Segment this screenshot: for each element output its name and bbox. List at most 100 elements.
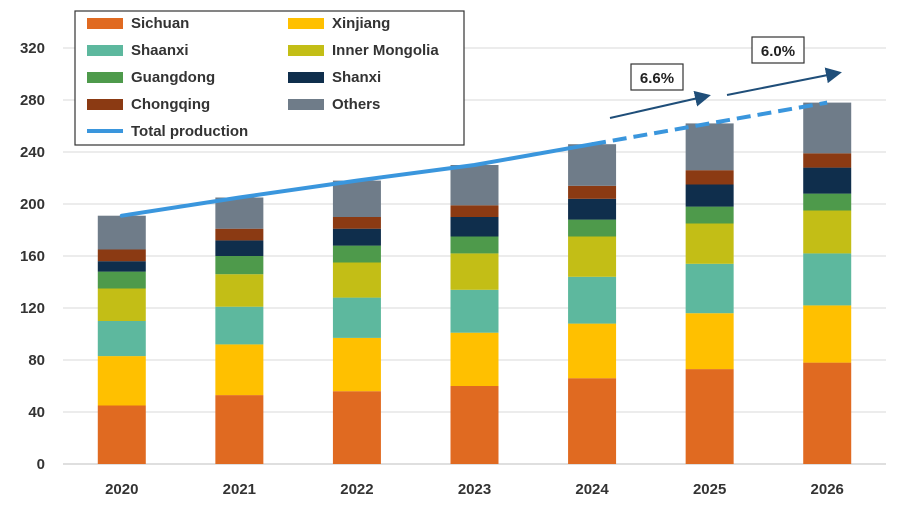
bar-segment-sichuan: [685, 369, 734, 464]
bar-segment-inner-mongolia: [803, 210, 852, 254]
bar-segment-shanxi: [568, 198, 617, 220]
legend-box: [74, 10, 465, 146]
bar-segment-inner-mongolia: [450, 253, 499, 290]
legend-label: Chongqing: [131, 96, 210, 113]
bar-segment-chongqing: [215, 228, 264, 241]
growth-rate-label: 6.6%: [640, 70, 674, 87]
y-tick-label: 0: [37, 456, 45, 473]
legend-swatch-xinjiang: [288, 18, 324, 29]
bar-segment-chongqing: [332, 217, 381, 229]
legend-swatch-sichuan: [87, 18, 123, 29]
legend-label: Shanxi: [332, 69, 381, 86]
bar-segment-shaanxi: [450, 289, 499, 333]
bar-segment-shaanxi: [685, 263, 734, 314]
legend-label: Shaanxi: [131, 42, 189, 59]
bar-segment-xinjiang: [803, 305, 852, 363]
bar-segment-others: [215, 197, 264, 229]
bar-segment-others: [97, 215, 146, 250]
y-tick-label: 320: [20, 40, 45, 57]
bar-segment-sichuan: [215, 395, 264, 464]
legend-swatch-guangdong: [87, 72, 123, 83]
y-tick-label: 160: [20, 248, 45, 265]
bar-segment-sichuan: [803, 362, 852, 464]
bar-segment-sichuan: [332, 391, 381, 464]
bar-segment-guangdong: [568, 219, 617, 237]
bar-segment-shanxi: [97, 261, 146, 272]
bar-segment-inner-mongolia: [685, 223, 734, 264]
x-tick-label: 2025: [693, 481, 726, 498]
bar-segment-shanxi: [332, 228, 381, 246]
legend-label: Guangdong: [131, 69, 215, 86]
x-tick-label: 2024: [575, 481, 609, 498]
legend-label: Xinjiang: [332, 15, 390, 32]
bar-segment-shanxi: [215, 240, 264, 256]
bar-segment-sichuan: [97, 405, 146, 464]
bar-segment-shaanxi: [803, 253, 852, 306]
growth-arrow: [609, 90, 711, 119]
total-production-line-actual: [119, 142, 595, 218]
bar-segment-shanxi: [685, 184, 734, 207]
bar-segment-shaanxi: [97, 321, 146, 357]
bar-segment-guangdong: [803, 193, 852, 211]
growth-rate-label: 6.0%: [761, 43, 795, 60]
legend-label: Others: [332, 96, 380, 113]
bar-segment-xinjiang: [332, 337, 381, 392]
bar-segment-xinjiang: [568, 323, 617, 379]
legend-swatch-chongqing: [87, 99, 123, 110]
bar-segment-inner-mongolia: [97, 288, 146, 321]
bar-segment-inner-mongolia: [332, 262, 381, 298]
legend-label: Total production: [131, 123, 248, 140]
bar-segment-guangdong: [215, 256, 264, 275]
legend-swatch-shaanxi: [87, 45, 123, 56]
legend-swatch-others: [288, 99, 324, 110]
bar-segment-guangdong: [332, 245, 381, 263]
growth-label-box: [630, 63, 684, 91]
y-tick-label: 240: [20, 144, 45, 161]
bar-segment-xinjiang: [97, 356, 146, 406]
x-tick-label: 2026: [811, 481, 844, 498]
legend-swatch-shanxi: [288, 72, 324, 83]
bar-segment-xinjiang: [685, 313, 734, 370]
y-tick-label: 120: [20, 300, 45, 317]
bar-segment-others: [332, 180, 381, 217]
bar-segment-chongqing: [97, 249, 146, 262]
growth-label-box: [751, 36, 805, 64]
bar-segment-xinjiang: [215, 344, 264, 396]
y-tick-label: 280: [20, 92, 45, 109]
bar-segment-guangdong: [450, 236, 499, 254]
x-tick-label: 2023: [458, 481, 491, 498]
bar-segment-shaanxi: [215, 306, 264, 345]
bar-segment-xinjiang: [450, 332, 499, 386]
bar-segment-others: [803, 102, 852, 154]
bar-segment-chongqing: [450, 205, 499, 217]
bar-segment-sichuan: [450, 386, 499, 464]
bar-segment-inner-mongolia: [568, 236, 617, 277]
x-tick-label: 2021: [223, 481, 256, 498]
bar-segment-others: [685, 123, 734, 171]
bar-segment-shanxi: [803, 167, 852, 194]
bar-segment-sichuan: [568, 378, 617, 464]
growth-arrow: [726, 67, 842, 96]
legend-label: Inner Mongolia: [332, 42, 439, 59]
bar-segment-others: [568, 144, 617, 186]
bar-segment-chongqing: [803, 153, 852, 168]
legend-label: Sichuan: [131, 15, 189, 32]
x-tick-label: 2022: [340, 481, 373, 498]
bar-segment-guangdong: [97, 271, 146, 289]
bar-segment-guangdong: [685, 206, 734, 224]
bar-segment-inner-mongolia: [215, 274, 264, 307]
x-tick-label: 2020: [105, 481, 138, 498]
y-tick-label: 40: [28, 404, 45, 421]
legend-swatch-inner-mongolia: [288, 45, 324, 56]
bar-segment-shaanxi: [568, 276, 617, 324]
y-tick-label: 80: [28, 352, 45, 369]
bar-segment-others: [450, 165, 499, 206]
y-tick-label: 200: [20, 196, 45, 213]
bar-segment-chongqing: [685, 170, 734, 185]
bar-segment-chongqing: [568, 185, 617, 199]
total-production-line-forecast: [591, 100, 828, 147]
bar-segment-shaanxi: [332, 297, 381, 338]
bar-segment-shanxi: [450, 217, 499, 237]
